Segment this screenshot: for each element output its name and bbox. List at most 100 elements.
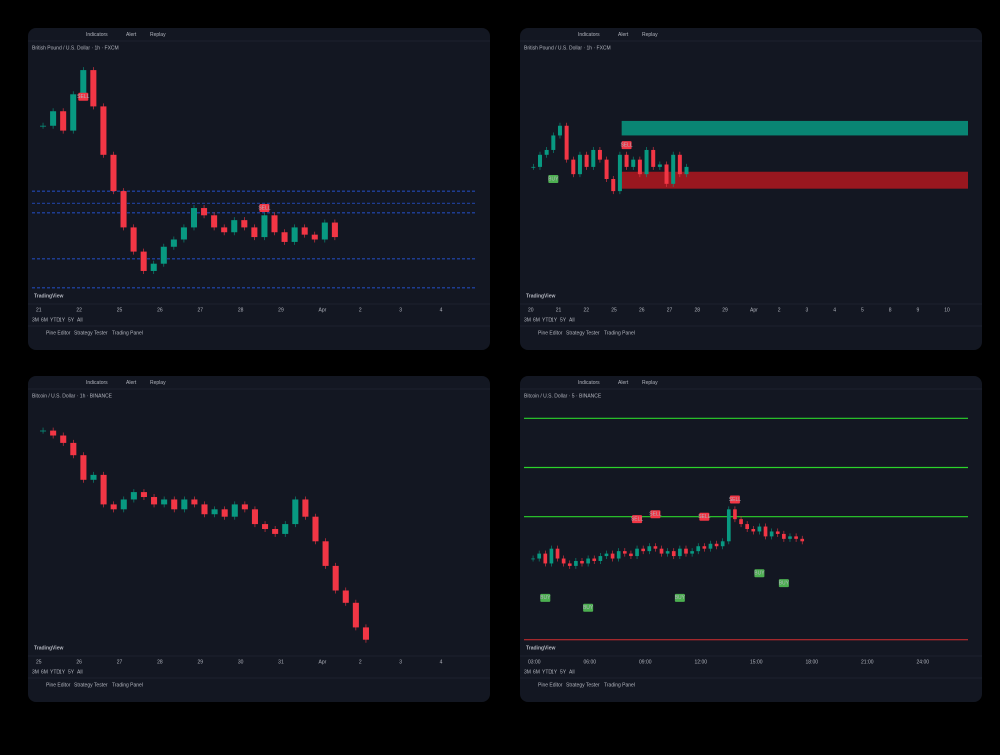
candle-body xyxy=(604,159,609,179)
candle-body xyxy=(331,222,338,238)
timeframe-button[interactable]: All xyxy=(77,317,83,323)
timeframe-button[interactable]: YTD xyxy=(542,317,552,323)
candle-body xyxy=(100,474,107,505)
timeframe-button[interactable]: 1Y xyxy=(551,669,558,675)
candle-body xyxy=(597,149,602,160)
indicators-button[interactable]: Indicators xyxy=(578,380,600,386)
tradingview-logo: TradingView xyxy=(34,645,63,651)
timeframe-button[interactable]: 1Y xyxy=(59,317,66,323)
candle-body xyxy=(161,499,168,505)
candle-body xyxy=(342,590,349,603)
candle-body xyxy=(571,159,576,175)
alert-button[interactable]: Alert xyxy=(126,32,137,38)
x-tick-label: 3 xyxy=(399,659,402,665)
panel-bg xyxy=(520,28,982,350)
signal-label: BUY xyxy=(548,176,559,182)
timeframe-button[interactable]: 3M xyxy=(32,317,39,323)
timeframe-button[interactable]: YTD xyxy=(542,669,552,675)
candle-body xyxy=(251,509,258,525)
candle-body xyxy=(555,548,560,559)
timeframe-button[interactable]: 1Y xyxy=(59,669,66,675)
candle-body xyxy=(140,492,147,498)
candle-body xyxy=(120,499,127,510)
timeframe-button[interactable]: 6M xyxy=(41,669,48,675)
timeframe-button[interactable]: 3M xyxy=(524,669,531,675)
candle-body xyxy=(70,94,77,131)
timeframe-button[interactable]: 5Y xyxy=(68,317,75,323)
signal-label: BUY xyxy=(675,595,686,601)
candle-body xyxy=(110,504,117,510)
timeframe-button[interactable]: 5Y xyxy=(560,317,567,323)
signal-label: SELL xyxy=(631,516,643,522)
candle-body xyxy=(622,551,627,554)
panel-bg xyxy=(520,376,982,702)
x-tick-label: 25 xyxy=(36,659,42,665)
indicators-button[interactable]: Indicators xyxy=(86,380,108,386)
timeframe-button[interactable]: 5Y xyxy=(560,669,567,675)
candle-body xyxy=(657,164,662,167)
timeframe-button[interactable]: All xyxy=(569,669,575,675)
candle-body xyxy=(629,553,633,557)
candle-body xyxy=(702,546,707,549)
candle-body xyxy=(775,531,780,534)
candle-body xyxy=(311,234,318,240)
timeframe-button[interactable]: 6M xyxy=(533,317,540,323)
candle-body xyxy=(631,159,636,167)
replay-button[interactable]: Replay xyxy=(642,32,658,38)
bottom-tab[interactable]: Trading Panel xyxy=(604,330,635,336)
timeframe-button[interactable]: 1Y xyxy=(551,317,558,323)
x-tick-label: 30 xyxy=(238,659,244,665)
candle-body xyxy=(592,558,597,561)
bottom-tab[interactable]: Strategy Tester xyxy=(74,682,108,688)
alert-button[interactable]: Alert xyxy=(126,380,137,386)
symbol-title: British Pound / U.S. Dollar · 1h · FXCM xyxy=(524,45,611,51)
bottom-tab[interactable]: Trading Panel xyxy=(604,682,635,688)
x-tick-label: 26 xyxy=(157,307,163,313)
candle-body xyxy=(70,442,77,456)
candle-body xyxy=(644,149,649,175)
replay-button[interactable]: Replay xyxy=(150,380,166,386)
bottom-tab[interactable]: Strategy Tester xyxy=(74,330,108,336)
replay-button[interactable]: Replay xyxy=(150,32,166,38)
candle-body xyxy=(40,125,47,127)
timeframe-button[interactable]: 6M xyxy=(41,317,48,323)
alert-button[interactable]: Alert xyxy=(618,32,629,38)
candle-body xyxy=(170,239,177,247)
signal-badge xyxy=(632,515,643,524)
timeframe-button[interactable]: All xyxy=(77,669,83,675)
x-tick-label: 21:00 xyxy=(861,659,874,665)
bottom-tab[interactable]: Trading Panel xyxy=(112,682,143,688)
panel-bg xyxy=(28,376,490,702)
candle-body xyxy=(261,215,268,238)
bottom-tab[interactable]: Pine Editor xyxy=(538,682,563,688)
timeframe-button[interactable]: 3M xyxy=(524,317,531,323)
alert-button[interactable]: Alert xyxy=(618,380,629,386)
candle-body xyxy=(537,553,542,559)
candle-body xyxy=(782,533,786,539)
bottom-tab[interactable]: Pine Editor xyxy=(46,330,71,336)
bottom-tab[interactable]: Pine Editor xyxy=(538,330,563,336)
candle-body xyxy=(567,563,572,566)
candle-body xyxy=(591,149,596,167)
indicators-button[interactable]: Indicators xyxy=(578,32,600,38)
x-tick-label: Apr xyxy=(750,307,758,313)
timeframe-button[interactable]: 5Y xyxy=(68,669,75,675)
indicators-button[interactable]: Indicators xyxy=(86,32,108,38)
bottom-tab[interactable]: Strategy Tester xyxy=(566,682,600,688)
bottom-tab[interactable]: Pine Editor xyxy=(46,682,71,688)
timeframe-button[interactable]: YTD xyxy=(50,669,60,675)
timeframe-button[interactable]: 3M xyxy=(32,669,39,675)
bottom-tab[interactable]: Trading Panel xyxy=(112,330,143,336)
x-tick-label: 21 xyxy=(556,307,562,313)
x-tick-label: 22 xyxy=(76,307,82,313)
chart-panel: Indicators Alert Replay British Pound / U.S… xyxy=(520,28,982,350)
timeframe-button[interactable]: All xyxy=(569,317,575,323)
timeframe-button[interactable]: 6M xyxy=(533,669,540,675)
candle-body xyxy=(100,106,107,155)
replay-button[interactable]: Replay xyxy=(642,380,658,386)
candle-body xyxy=(130,227,137,252)
signal-label: BUY xyxy=(754,571,765,577)
bottom-tab[interactable]: Strategy Tester xyxy=(566,330,600,336)
timeframe-button[interactable]: YTD xyxy=(50,317,60,323)
